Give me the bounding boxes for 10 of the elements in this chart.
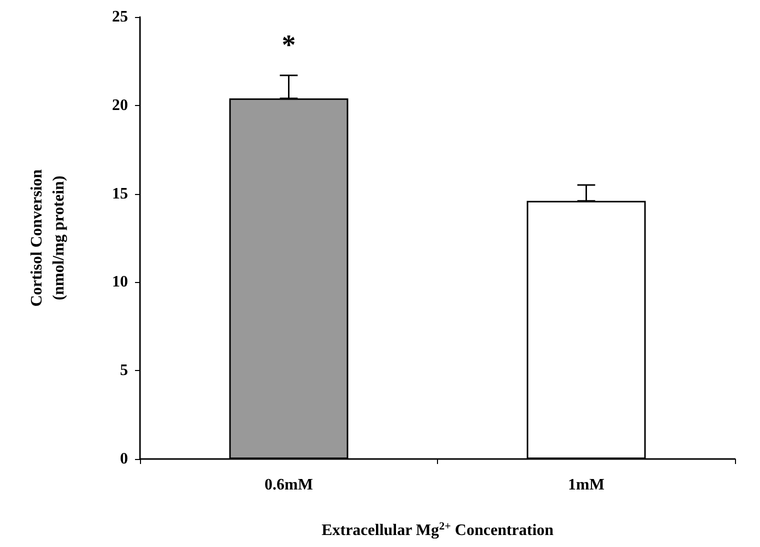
x-tick-label: 0.6mM: [264, 476, 313, 494]
y-tick-label: 5: [120, 362, 128, 380]
y-tick-label: 20: [112, 96, 128, 114]
annotation: *: [282, 30, 296, 61]
y-tick-label: 0: [120, 450, 128, 468]
y-tick-label: 25: [112, 8, 128, 26]
x-tick-label: 1mM: [568, 476, 604, 494]
y-tick-label: 15: [112, 185, 128, 202]
y-axis-title: Cortisol Conversion (nmol/mg protein): [28, 169, 68, 307]
y-tick-label: 10: [112, 274, 128, 291]
